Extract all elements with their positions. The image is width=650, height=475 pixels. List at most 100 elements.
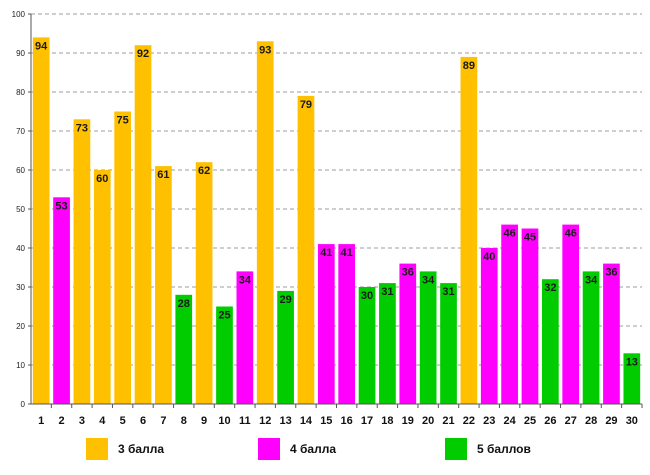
y-tick-label-20: 20 [16,322,25,331]
bar-3 [73,119,91,405]
data-label-27: 46 [565,228,577,240]
legend-swatch-3-balla [86,438,108,460]
x-tick-label-22: 22 [463,415,475,427]
x-tick-label-2: 2 [58,415,64,427]
y-tick-label-60: 60 [16,166,25,175]
legend-label-5-ballov: 5 баллов [477,442,531,456]
data-label-8: 28 [178,298,190,310]
y-tick-label-70: 70 [16,127,25,136]
data-label-5: 75 [117,115,129,127]
bar-25 [521,228,539,404]
y-tick-label-30: 30 [16,283,25,292]
data-label-16: 41 [341,247,353,259]
data-label-22: 89 [463,60,475,72]
legend-item-4-balla: 4 балла [258,438,336,460]
legend-swatch-5-ballov [445,438,467,460]
bar-8 [175,294,193,404]
bar-17 [358,287,376,404]
x-tick-label-11: 11 [239,415,251,427]
bar-4 [93,170,111,404]
bar-29 [603,263,620,404]
data-label-13: 29 [279,294,291,306]
x-tick-label-21: 21 [442,415,454,427]
x-tick-label-10: 10 [218,415,230,427]
x-tick-label-28: 28 [585,415,597,427]
data-label-2: 53 [55,200,67,212]
data-label-18: 31 [381,286,393,298]
x-tick-label-25: 25 [524,415,536,427]
bar-18 [379,283,396,404]
legend: 3 балла 4 балла 5 баллов [0,438,650,468]
legend-swatch-4-balla [258,438,280,460]
data-label-4: 60 [96,173,108,185]
x-tick-label-13: 13 [279,415,291,427]
data-label-10: 25 [218,310,230,322]
x-tick-label-18: 18 [381,415,393,427]
x-tick-label-7: 7 [160,415,166,427]
legend-label-3-balla: 3 балла [118,442,165,456]
y-tick-label-40: 40 [16,244,25,253]
data-label-3: 73 [76,122,88,134]
x-tick-label-27: 27 [565,415,577,427]
data-label-26: 32 [544,282,556,294]
bar-13 [277,290,294,404]
x-tick-label-23: 23 [483,415,495,427]
bar-16 [338,244,356,404]
y-tick-label-100: 100 [12,10,26,19]
data-label-11: 34 [239,274,252,286]
y-tick-label-80: 80 [16,88,25,97]
x-tick-label-20: 20 [422,415,434,427]
x-tick-label-15: 15 [320,415,332,427]
x-tick-label-4: 4 [99,415,106,427]
data-label-9: 62 [198,165,210,177]
y-tick-label-90: 90 [16,49,25,58]
data-label-20: 34 [422,274,435,286]
x-tick-label-26: 26 [544,415,556,427]
x-tick-label-12: 12 [259,415,271,427]
data-label-29: 36 [605,267,617,279]
x-tick-label-19: 19 [402,415,414,427]
y-tick-label-10: 10 [16,361,25,370]
bar-9 [195,162,213,404]
bar-14 [297,95,315,405]
x-tick-label-6: 6 [140,415,146,427]
bar-24 [501,224,518,404]
bar-22 [460,56,478,405]
legend-item-3-balla: 3 балла [86,438,164,460]
data-label-24: 46 [503,228,515,240]
data-label-25: 45 [524,232,536,244]
x-tick-label-30: 30 [626,415,638,427]
data-label-14: 79 [300,99,312,111]
data-label-21: 31 [442,286,454,298]
bar-28 [582,271,600,404]
bar-2 [53,197,70,404]
data-label-28: 34 [585,274,598,286]
bar-10 [216,306,233,404]
bar-27 [562,224,580,404]
x-tick-label-3: 3 [79,415,85,427]
data-label-1: 94 [35,40,48,52]
bar-15 [317,244,335,404]
bar-30 [623,353,641,404]
bar-6 [134,45,152,404]
data-label-30: 13 [626,356,638,368]
y-tick-label-50: 50 [16,205,25,214]
bar-26 [541,279,559,404]
x-tick-label-17: 17 [361,415,373,427]
data-label-19: 36 [402,267,414,279]
data-label-6: 92 [137,48,149,60]
bar-23 [480,248,498,404]
bar-21 [440,283,457,404]
x-tick-label-29: 29 [605,415,617,427]
legend-item-5-ballov: 5 баллов [445,438,531,460]
data-label-17: 30 [361,290,373,302]
bar-20 [419,271,437,404]
x-tick-label-5: 5 [120,415,126,427]
bar-5 [114,111,132,404]
bar-12 [256,41,274,405]
data-label-15: 41 [320,247,332,259]
data-label-12: 93 [259,44,271,56]
x-tick-label-24: 24 [503,415,516,427]
bar-7 [155,166,172,404]
